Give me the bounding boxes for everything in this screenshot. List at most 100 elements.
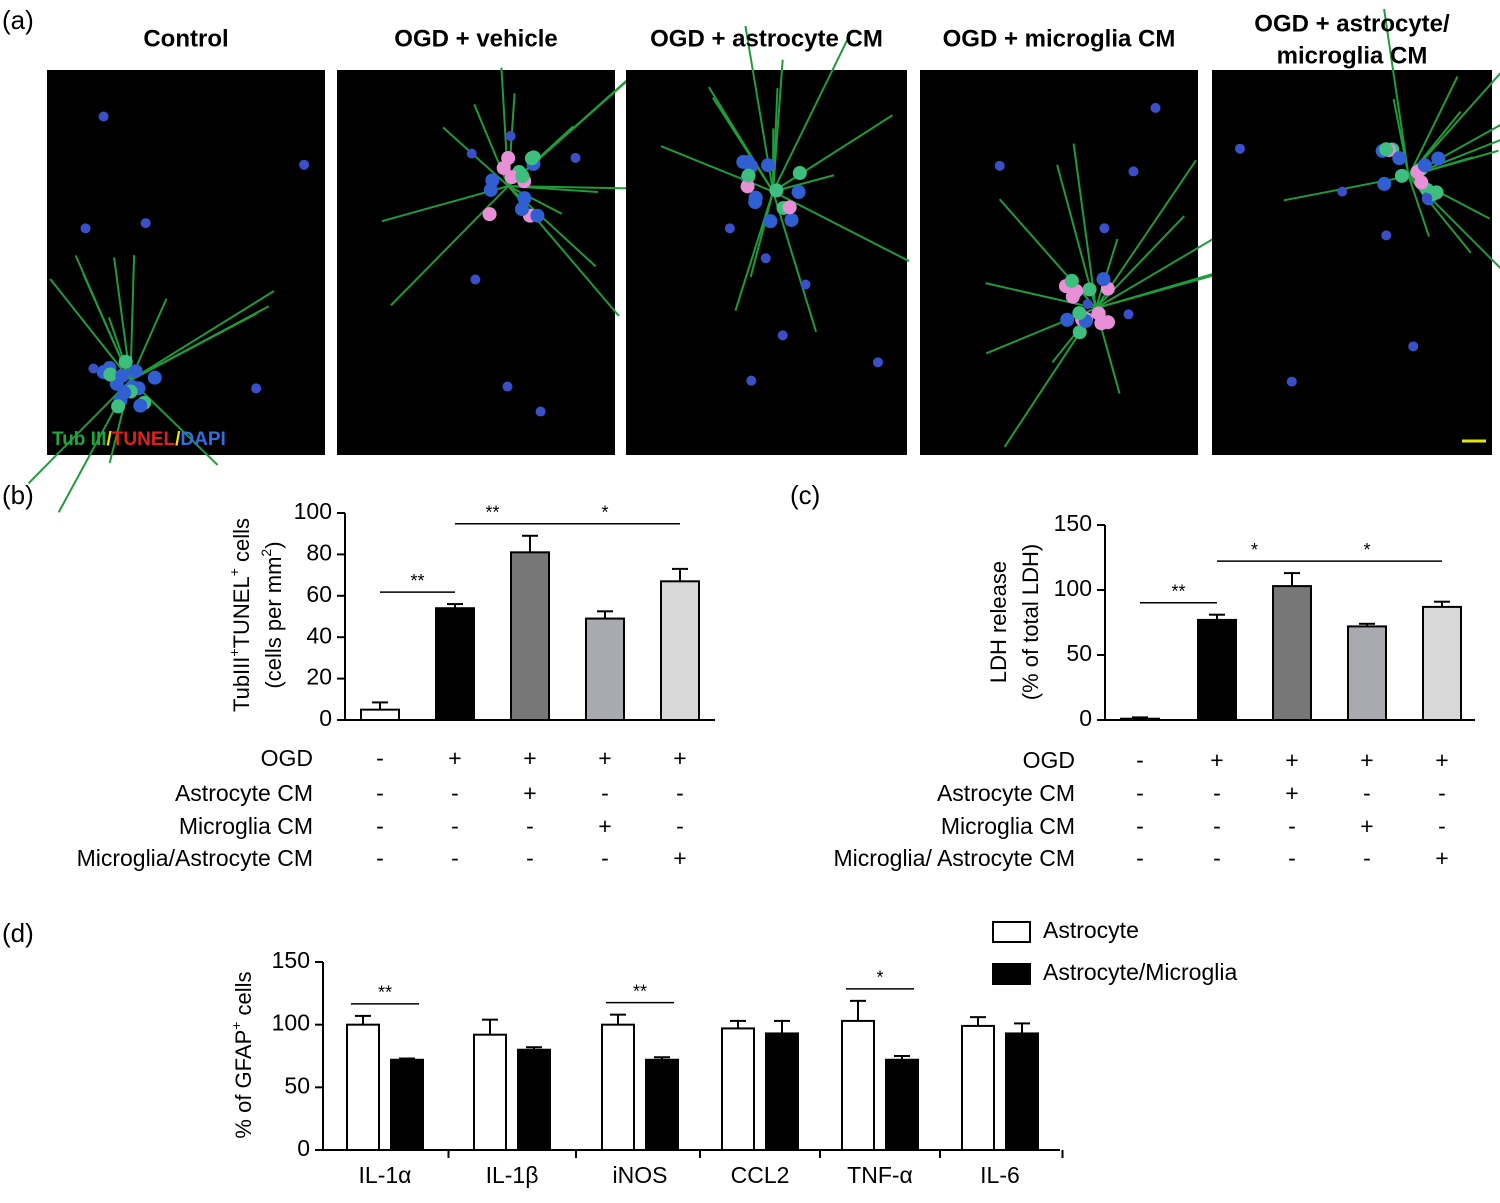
- neurite: [712, 97, 774, 193]
- significance-label: *: [601, 503, 608, 523]
- bar: [765, 1032, 799, 1151]
- image-title: Control: [143, 25, 228, 52]
- condition-mark: +: [673, 845, 686, 871]
- condition-mark: -: [1438, 780, 1446, 806]
- cell-nucleus: [1408, 341, 1419, 352]
- cell-nucleus: [1150, 102, 1161, 113]
- condition-label: OGD: [1023, 747, 1075, 773]
- condition-mark: -: [1136, 813, 1144, 839]
- bar: [721, 1027, 755, 1151]
- cell-nucleus: [736, 154, 751, 169]
- y-axis-label-part: % of GFAP: [231, 1030, 256, 1139]
- x-tick-label: TNF-α: [847, 1162, 913, 1188]
- cell-nucleus: [784, 212, 799, 227]
- cell-nucleus: [514, 201, 529, 216]
- condition-label: Microglia CM: [179, 813, 313, 839]
- cell-nucleus: [98, 111, 109, 122]
- cell-nucleus: [504, 170, 519, 185]
- cell-nucleus: [1064, 273, 1079, 288]
- neurite: [49, 278, 132, 381]
- cell-nucleus: [724, 223, 735, 234]
- condition-mark: +: [448, 745, 461, 771]
- condition-mark: -: [376, 813, 384, 839]
- neurite: [390, 185, 510, 306]
- bar: [1197, 618, 1237, 722]
- condition-mark: +: [1210, 747, 1223, 773]
- cell-nucleus: [1379, 142, 1394, 157]
- y-axis-label-part: 2: [258, 549, 274, 557]
- cell-nucleus: [517, 191, 532, 206]
- y-tick-label: 80: [306, 539, 332, 565]
- condition-mark: +: [1435, 747, 1448, 773]
- condition-mark: +: [1435, 845, 1448, 871]
- neurite: [772, 191, 818, 333]
- condition-mark: -: [1136, 845, 1144, 871]
- condition-label: Microglia/Astrocyte CM: [77, 845, 313, 871]
- y-axis-label: (cells per mm2): [258, 541, 286, 688]
- cell-nucleus: [1381, 230, 1392, 241]
- panel-label: (c): [790, 480, 820, 510]
- condition-mark: +: [523, 745, 536, 771]
- cell-nucleus: [535, 406, 546, 417]
- bar: [1120, 717, 1160, 722]
- y-axis-label-part: ): [261, 541, 286, 548]
- image-title: OGD + vehicle: [394, 25, 557, 52]
- significance-label: **: [410, 571, 424, 591]
- cell-nucleus: [1060, 312, 1075, 327]
- x-tick-label: IL-1α: [359, 1162, 412, 1188]
- cell-nucleus: [251, 383, 262, 394]
- neurite: [1392, 98, 1410, 177]
- cell-nucleus: [1072, 325, 1087, 340]
- condition-label: Astrocyte CM: [937, 780, 1075, 806]
- neurite: [1095, 228, 1231, 310]
- cell-nucleus: [1417, 158, 1432, 173]
- cell-nucleus: [760, 253, 771, 264]
- neurite: [772, 190, 910, 262]
- bar: [585, 617, 625, 722]
- neurite: [129, 312, 258, 382]
- micrograph: [1212, 70, 1492, 455]
- cell-nucleus: [1394, 168, 1409, 183]
- bar: [435, 607, 475, 721]
- y-axis-label-part: +: [226, 568, 242, 576]
- bar: [645, 1058, 679, 1152]
- cell-nucleus: [1072, 306, 1087, 321]
- y-axis-label-part: +: [228, 1022, 244, 1030]
- neurite: [660, 145, 774, 193]
- cell-nucleus: [741, 168, 756, 183]
- condition-mark: -: [1438, 813, 1446, 839]
- cell-nucleus: [1431, 151, 1446, 166]
- condition-mark: -: [601, 780, 609, 806]
- bar: [660, 580, 700, 721]
- cell-nucleus: [791, 185, 806, 200]
- legend-label: Astrocyte/Microglia: [1043, 959, 1237, 985]
- bar: [1005, 1032, 1039, 1151]
- significance-label: *: [1363, 540, 1370, 560]
- condition-mark: +: [1360, 747, 1373, 773]
- y-tick-label: 100: [272, 1010, 310, 1036]
- y-tick-label: 150: [1054, 510, 1092, 536]
- neurite: [27, 379, 132, 485]
- y-axis-label-part: cells: [231, 971, 256, 1021]
- y-tick-label: 40: [306, 622, 332, 648]
- cell-nucleus: [761, 158, 776, 173]
- cell-nucleus: [482, 207, 497, 222]
- cell-nucleus: [140, 218, 151, 229]
- neurite: [749, 191, 775, 278]
- cell-nucleus: [1123, 309, 1134, 320]
- cell-nucleus: [133, 398, 148, 413]
- cell-nucleus: [1337, 186, 1348, 197]
- cell-nucleus: [524, 151, 539, 166]
- bar: [360, 708, 400, 722]
- condition-mark: -: [1363, 780, 1371, 806]
- y-axis-label-part: cells: [229, 518, 254, 568]
- cell-nucleus: [746, 375, 757, 386]
- bar: [961, 1024, 995, 1152]
- significance-label: **: [633, 981, 647, 1001]
- cell-nucleus: [1128, 166, 1139, 177]
- cell-nucleus: [1101, 315, 1116, 330]
- image-title: OGD + microglia CM: [943, 25, 1176, 52]
- cell-nucleus: [792, 166, 807, 181]
- y-axis-label-part: +: [226, 648, 242, 656]
